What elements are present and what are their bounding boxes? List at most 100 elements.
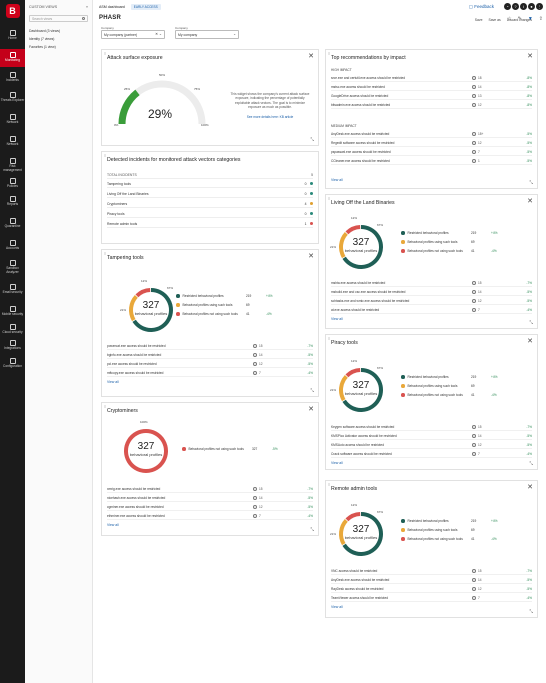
donut-slice[interactable] — [342, 368, 383, 412]
close-icon[interactable]: ✕ — [527, 338, 533, 345]
incident-row[interactable]: Living Off the Land Binaries 0 — [107, 190, 313, 198]
bitdefender-logo[interactable]: B — [5, 4, 20, 18]
nav-network-1[interactable]: Network — [0, 114, 25, 125]
legend-item[interactable]: Behavioral profiles using such tools 69 — [401, 384, 501, 388]
legend-item[interactable]: Restricted behavioral profiles 219 +4% — [401, 231, 501, 235]
drag-handle-icon[interactable]: ⠿ — [104, 52, 107, 56]
recommendation-row[interactable]: nicehash.exe access should be restricted… — [107, 494, 313, 502]
recommendation-row[interactable]: ethminer.exe access should be restricted… — [107, 512, 313, 520]
view-item-identity[interactable]: Identity (7 views) — [29, 37, 55, 41]
legend-item[interactable]: Restricted behavioral profiles 219 +4% — [176, 294, 276, 298]
donut-slice[interactable] — [345, 368, 361, 378]
recommendation-row[interactable]: xmrig.exe access should be restricted 15 -… — [107, 485, 313, 493]
recommendation-row[interactable]: VNC access should be restricted 15 -7% — [331, 567, 532, 575]
donut-slice[interactable] — [129, 295, 138, 322]
discard-button[interactable]: Discard changes — [506, 18, 532, 22]
view-all-link[interactable]: View all — [107, 380, 119, 384]
apps-icon[interactable]: ⋮ — [536, 3, 543, 10]
donut-slice[interactable] — [339, 232, 348, 259]
recommendation-row[interactable]: msbuild.exe and csc.exe access should be… — [331, 288, 532, 296]
save-button[interactable]: Save — [474, 18, 483, 22]
view-all-link[interactable]: View all — [331, 605, 343, 609]
view-all-link[interactable]: View all — [107, 523, 119, 527]
nav-accounts[interactable]: Accounts — [0, 240, 25, 251]
nav-configuration[interactable]: Configuration — [0, 358, 25, 369]
feedback-button[interactable]: ▢ Feedback — [468, 4, 494, 9]
view-all-link[interactable]: View all — [331, 317, 343, 321]
expand-icon[interactable]: ⤡ — [529, 609, 533, 614]
info-icon[interactable]: i — [520, 3, 527, 10]
donut-slice[interactable] — [339, 375, 348, 402]
drag-handle-icon[interactable]: ⠿ — [328, 337, 331, 341]
company-select-2[interactable]: My company ⌄ — [175, 30, 239, 39]
clear-chevron-icon[interactable]: ✕ ⌄ — [155, 32, 162, 36]
legend-item[interactable]: Behavioral profiles not using such tools… — [176, 312, 276, 316]
company-select-1[interactable]: My company (partner) ✕ ⌄ — [101, 30, 165, 39]
recommendation-row[interactable]: RayDesk access should be restricted 12 -5% — [331, 585, 532, 593]
notifications-icon[interactable]: ◔ — [504, 3, 511, 10]
view-all-link[interactable]: View all — [331, 461, 343, 465]
recommendation-row[interactable]: at.exe access should be restricted 7 -4% — [331, 306, 532, 314]
nav-quarantine[interactable]: Quarantine — [0, 218, 25, 229]
expand-icon[interactable]: ⤡ — [529, 180, 533, 185]
collapse-icon[interactable]: « — [86, 5, 88, 9]
incident-row[interactable]: Tampering tools 0 — [107, 180, 313, 188]
filter-icon[interactable]: ▼ — [527, 16, 533, 22]
legend-item[interactable]: Behavioral profiles not using such tools… — [401, 537, 501, 541]
donut-slice[interactable] — [342, 512, 383, 556]
nav-threats-explorer[interactable]: Threats Explorer — [0, 92, 25, 103]
kb-article-link[interactable]: See more details here: KB article — [246, 115, 294, 119]
expand-icon[interactable]: ⤡ — [529, 320, 533, 325]
close-icon[interactable]: ✕ — [308, 253, 314, 260]
star-icon[interactable]: ☆ — [507, 16, 512, 22]
nav-risk-management[interactable]: Risk management — [0, 158, 25, 172]
legend-item[interactable]: Behavioral profiles not using such tools… — [182, 447, 282, 451]
drag-handle-icon[interactable]: ⠿ — [328, 197, 331, 201]
recommendation-row[interactable]: TeamViewer access should be restricted 7 -… — [331, 594, 532, 602]
nav-mobile-security[interactable]: Mobile security — [0, 306, 25, 317]
legend-item[interactable]: Behavioral profiles using such tools 69 — [401, 528, 501, 532]
drag-handle-icon[interactable]: ⠿ — [328, 483, 331, 487]
nav-email-security[interactable]: Email security — [0, 284, 25, 295]
incident-row[interactable]: Piracy tools 0 — [107, 210, 313, 218]
user-icon[interactable]: ● — [528, 3, 535, 10]
legend-item[interactable]: Behavioral profiles using such tools 69 — [176, 303, 276, 307]
nav-network-2[interactable]: Network — [0, 136, 25, 147]
recommendation-row[interactable]: GoogleDrive access should be restricted 1… — [331, 92, 532, 100]
recommendation-row[interactable]: AnyDesk.exe access should be restricted 1… — [331, 130, 532, 138]
incident-row[interactable]: Cryptominers 4 — [107, 200, 313, 208]
recommendation-row[interactable]: Crack software access should be restrict… — [331, 450, 532, 458]
view-item-dashboard[interactable]: Dashboard (3 views) — [29, 29, 61, 33]
edit-icon[interactable]: ✎ — [517, 16, 522, 22]
close-icon[interactable]: ✕ — [308, 406, 314, 413]
nav-integrations[interactable]: Integrations — [0, 340, 25, 351]
nav-cloud-security[interactable]: Cloud security — [0, 324, 25, 335]
view-item-favorites[interactable]: Favorites (1 view) — [29, 45, 56, 49]
close-icon[interactable]: ✕ — [308, 53, 314, 60]
help-icon[interactable]: ? — [512, 3, 519, 10]
donut-slice[interactable] — [345, 512, 361, 522]
donut-slice[interactable] — [345, 225, 361, 235]
recommendation-row[interactable]: powercat.exe access should be restricted… — [107, 342, 313, 350]
drag-handle-icon[interactable]: ⠿ — [104, 154, 107, 158]
recommendation-row[interactable]: schtasks.exe and wmic.exe access should … — [331, 297, 532, 305]
recommendation-row[interactable]: CCleaner.exe access should be restricted… — [331, 157, 532, 165]
recommendation-row[interactable]: Keygen software access should be restric… — [331, 423, 532, 431]
recommendation-row[interactable]: pcl.exe access should be restricted 12 -5% — [107, 360, 313, 368]
recommendation-row[interactable]: mftcopy.exe access should be restricted 7… — [107, 369, 313, 377]
expand-icon[interactable]: ⤡ — [310, 137, 314, 142]
recommendation-row[interactable]: bginfo.exe access should be restricted 14… — [107, 351, 313, 359]
drag-handle-icon[interactable]: ⠿ — [328, 52, 331, 56]
breadcrumb[interactable]: ASM dashboard — [99, 5, 125, 9]
nav-sandbox[interactable]: Sandbox Analyzer — [0, 260, 25, 274]
recommendation-row[interactable]: AnyDesk.exe access should be restricted 1… — [331, 576, 532, 584]
donut-slice[interactable] — [124, 429, 168, 473]
recommendation-row[interactable]: mshta.exe access should be restricted 15 -… — [331, 279, 532, 287]
nav-home[interactable]: Home — [0, 30, 25, 41]
share-icon[interactable]: ⇪ — [538, 16, 543, 22]
legend-item[interactable]: Behavioral profiles not using such tools… — [401, 393, 501, 397]
recommendation-row[interactable]: pspasswd.exe access should be restricted… — [331, 148, 532, 156]
save-as-button[interactable]: Save as — [488, 18, 501, 22]
legend-item[interactable]: Behavioral profiles using such tools 69 — [401, 240, 501, 244]
donut-slice[interactable] — [135, 288, 151, 298]
